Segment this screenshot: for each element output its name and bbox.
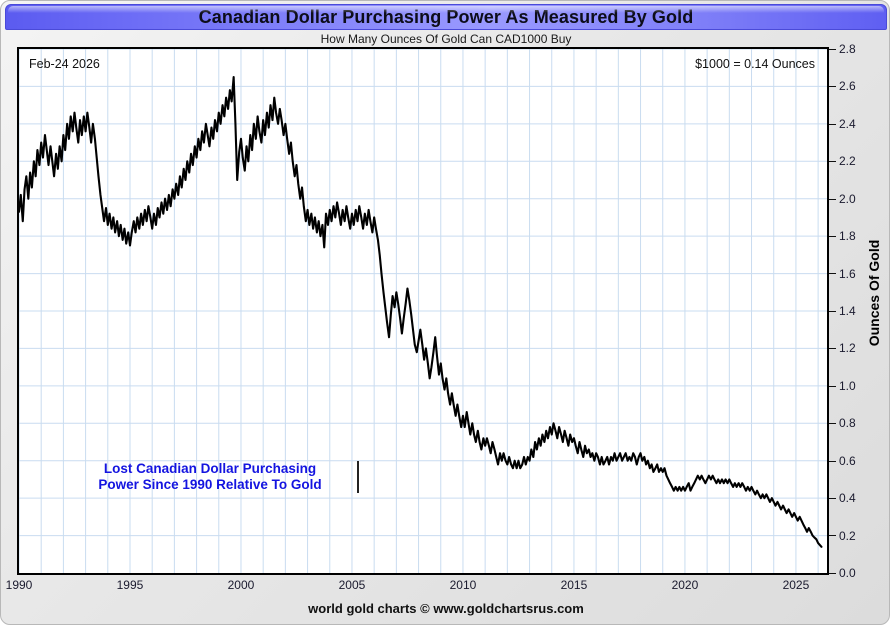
chart-svg (19, 49, 827, 573)
grid-minor-lines (19, 49, 827, 573)
x-axis: 1990 1995 2000 2005 2010 2015 2020 2025 (6, 578, 829, 597)
y-axis: 0.0 0.2 0.4 0.6 0.8 1.0 1.2 1.4 1.6 1.8 2.0 2.2 2.4 2… (829, 43, 869, 579)
y-axis-tick: 0.4 (829, 492, 856, 504)
y-axis-tick: 0.6 (829, 455, 856, 467)
y-axis-tick: 1.6 (829, 268, 856, 280)
title-bar: Canadian Dollar Purchasing Power As Meas… (5, 4, 887, 30)
y-axis-tick: 1.8 (829, 230, 856, 242)
y-axis-tick: 2.2 (829, 155, 856, 167)
y-axis-tick: 1.0 (829, 380, 856, 392)
y-axis-title-text: Ounces Of Gold (866, 239, 882, 347)
footer-credit: world gold charts © www.goldchartsrus.co… (308, 601, 584, 616)
data-series-line (19, 76, 823, 548)
y-axis-tick: 2.0 (829, 193, 856, 205)
y-axis-tick: 2.4 (829, 118, 856, 130)
plot-area: Feb-24 2026 $1000 = 0.14 Ounces Lost Can… (17, 47, 829, 575)
y-axis-tick: 0.0 (829, 567, 856, 579)
annotation-callout: Lost Canadian Dollar Purchasing Power Si… (67, 461, 359, 493)
y-axis-tick: 2.6 (829, 80, 856, 92)
annotation-line-1: Lost Canadian Dollar Purchasing (103, 461, 317, 476)
x-axis-tick: 2010 (449, 578, 477, 592)
y-axis-tick: 0.8 (829, 417, 856, 429)
page-title: Canadian Dollar Purchasing Power As Meas… (198, 7, 694, 27)
as-of-date-label: Feb-24 2026 (29, 57, 100, 71)
x-axis-tick: 2015 (560, 578, 588, 592)
y-axis-tick: 1.2 (829, 342, 856, 354)
x-axis-tick: 2025 (782, 578, 810, 592)
annotation-line-2: Power Since 1990 Relative To Gold (98, 477, 322, 492)
y-axis-tick: 1.4 (829, 305, 856, 317)
x-axis-tick: 2000 (227, 578, 255, 592)
x-axis-tick: 1990 (5, 578, 33, 592)
x-axis-tick: 2020 (671, 578, 699, 592)
y-axis-tick: 2.8 (829, 43, 856, 55)
y-axis-title: Ounces Of Gold (863, 1, 885, 624)
current-ratio-label: $1000 = 0.14 Ounces (695, 57, 815, 71)
y-axis-tick: 0.2 (829, 530, 856, 542)
chart-subtitle: How Many Ounces Of Gold Can CAD1000 Buy (320, 32, 572, 46)
x-axis-tick: 2005 (338, 578, 366, 592)
x-axis-tick: 1995 (116, 578, 144, 592)
